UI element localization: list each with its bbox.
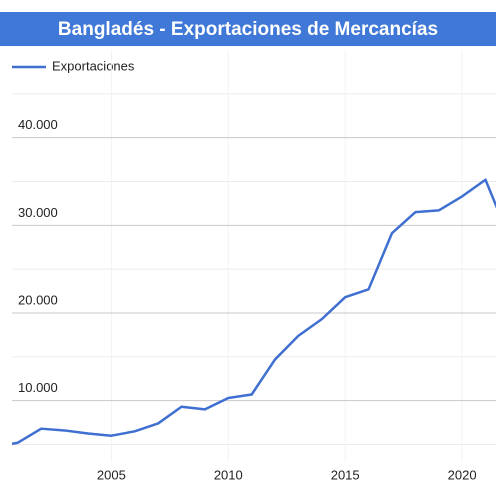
axis-labels: 10.000 20.000 30.000 40.000 2005 2010 2015 2020 [18,117,477,482]
y-tick-label: 30.000 [18,205,58,220]
y-tick-label: 10.000 [18,380,58,395]
legend-label: Exportaciones [52,58,135,73]
y-tick-label: 20.000 [18,292,58,307]
title-bar [0,12,496,46]
x-tick-label: 2005 [97,467,126,482]
plot-area [12,178,496,446]
x-tick-label: 2020 [448,467,477,482]
chart-title: Bangladés - Exportaciones de Mercancías [58,19,438,40]
grid [12,50,496,462]
data-line [12,178,496,446]
y-tick-label: 40.000 [18,117,58,132]
x-tick-label: 2010 [214,467,243,482]
x-tick-label: 2015 [331,467,360,482]
